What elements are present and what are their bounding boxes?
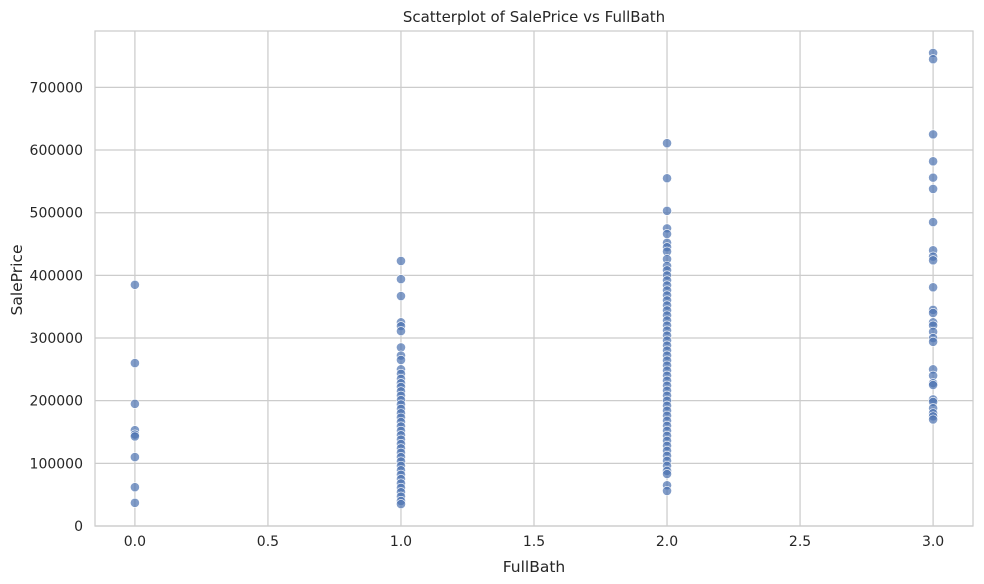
data-point — [662, 229, 672, 239]
x-tick-label: 2.5 — [789, 534, 811, 550]
data-point — [396, 499, 406, 509]
x-tick-label: 1.5 — [523, 534, 545, 550]
x-tick-labels: 0.0 0.5 1.0 1.5 2.0 2.5 3.0 — [124, 534, 944, 550]
data-point — [130, 497, 140, 508]
data-point — [928, 156, 938, 167]
data-point — [396, 326, 406, 337]
data-point — [928, 336, 938, 347]
x-tick-label: 0.5 — [257, 534, 279, 550]
data-point — [928, 414, 938, 425]
y-tick-label: 700000 — [30, 80, 83, 96]
data-point — [928, 54, 938, 65]
data-point — [928, 172, 938, 183]
data-point — [928, 129, 938, 140]
y-tick-label: 100000 — [30, 456, 83, 472]
y-tick-label: 400000 — [30, 268, 83, 284]
data-point — [130, 452, 140, 462]
y-axis-title: SalePrice — [8, 245, 26, 316]
data-points — [130, 48, 938, 509]
x-axis-title: FullBath — [503, 558, 566, 576]
data-point — [130, 431, 140, 442]
y-tick-label: 300000 — [30, 331, 83, 347]
y-tick-label: 600000 — [30, 143, 83, 159]
data-point — [662, 138, 672, 149]
data-point — [396, 291, 406, 301]
data-point — [928, 183, 938, 194]
y-tick-label: 0 — [74, 519, 83, 535]
x-tick-label: 2.0 — [656, 534, 678, 550]
plot-frame — [94, 30, 974, 527]
data-point — [662, 469, 672, 479]
data-point — [396, 355, 406, 365]
data-point — [396, 274, 406, 285]
data-point — [928, 308, 938, 318]
data-point — [130, 279, 140, 290]
y-tick-label: 200000 — [30, 394, 83, 410]
y-tick-labels: 0 100000 200000 300000 400000 500000 600000 700… — [30, 80, 83, 535]
data-point — [928, 255, 938, 266]
data-point — [396, 256, 406, 266]
data-point — [928, 282, 938, 293]
data-point — [662, 486, 672, 496]
x-tick-label: 0.0 — [124, 534, 146, 550]
data-point — [396, 342, 406, 353]
data-point — [130, 358, 140, 368]
data-point — [130, 398, 140, 409]
x-tick-label: 1.0 — [390, 534, 412, 550]
y-tick-label: 500000 — [30, 206, 83, 222]
data-point — [662, 173, 672, 184]
x-tick-label: 3.0 — [922, 534, 944, 550]
chart-title: Scatterplot of SalePrice vs FullBath — [403, 8, 665, 26]
data-point — [130, 482, 140, 493]
data-point — [928, 380, 938, 390]
data-point — [928, 217, 938, 228]
data-point — [662, 205, 672, 216]
